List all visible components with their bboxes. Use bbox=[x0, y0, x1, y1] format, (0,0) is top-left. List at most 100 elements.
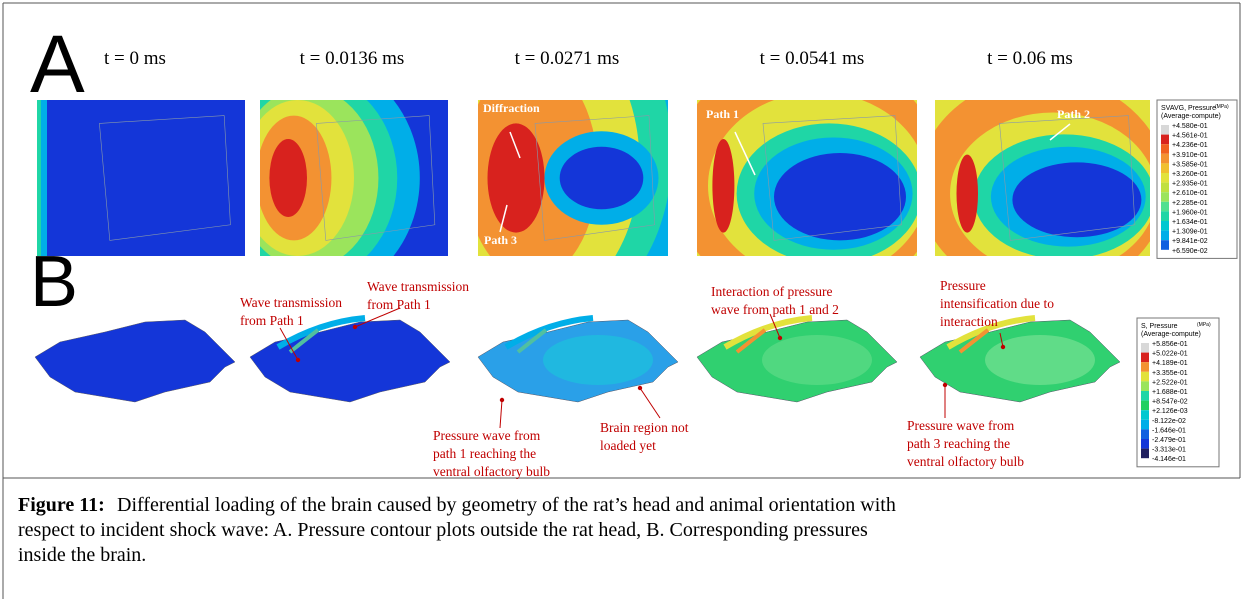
annotation: from Path 1 bbox=[367, 297, 431, 312]
annotation: path 1 reaching the bbox=[433, 446, 536, 461]
contour-band bbox=[774, 153, 906, 241]
legend-swatch bbox=[1141, 410, 1149, 420]
legend-swatch bbox=[1141, 400, 1149, 411]
annotation: interaction bbox=[940, 314, 998, 329]
time-label: t = 0 ms bbox=[104, 48, 166, 69]
brain-band bbox=[516, 328, 548, 354]
time-label: t = 0.0271 ms bbox=[515, 48, 620, 69]
contour-band bbox=[37, 100, 41, 256]
brain-band bbox=[762, 335, 872, 385]
legend-swatch bbox=[1161, 230, 1169, 241]
legend-swatch bbox=[1161, 182, 1169, 193]
contour-band bbox=[487, 123, 545, 233]
legend-swatch bbox=[1161, 163, 1169, 173]
annotation-arrow bbox=[769, 313, 781, 339]
legend-subtitle: (Average-compute) bbox=[1141, 331, 1201, 338]
legend-swatch bbox=[1161, 153, 1169, 164]
arrow-head bbox=[499, 397, 505, 403]
legend-swatch bbox=[1141, 362, 1149, 372]
legend-value: +2.610e-01 bbox=[1172, 190, 1208, 197]
annotation: from Path 1 bbox=[240, 313, 304, 328]
annotation: intensification due to bbox=[940, 296, 1054, 311]
legend-value: +6.590e-02 bbox=[1172, 248, 1208, 255]
legend-value: +5.856e-01 bbox=[1152, 341, 1188, 348]
time-label: t = 0.0541 ms bbox=[760, 48, 865, 69]
legend-title: S, Pressure bbox=[1141, 323, 1178, 330]
annotation: wave from path 1 and 2 bbox=[711, 302, 839, 317]
legend-value: +4.580e-01 bbox=[1172, 123, 1208, 130]
head-outline bbox=[762, 115, 902, 241]
annotation-arrow bbox=[499, 399, 503, 429]
legend-value: +3.910e-01 bbox=[1172, 152, 1208, 159]
brain-band bbox=[543, 335, 653, 385]
contour-plot bbox=[37, 100, 245, 256]
caption-line: inside the brain. bbox=[18, 544, 146, 566]
legend-swatch bbox=[1141, 448, 1149, 459]
time-label: t = 0.06 ms bbox=[987, 48, 1073, 69]
arrow-head bbox=[942, 382, 948, 388]
arrow-head bbox=[1000, 344, 1006, 350]
annotation: path 3 reaching the bbox=[907, 436, 1010, 451]
caption-line: respect to incident shock wave: A. Press… bbox=[18, 519, 868, 541]
legend-value: +1.960e-01 bbox=[1172, 209, 1208, 216]
legend-swatch bbox=[1141, 439, 1149, 449]
legend-swatch bbox=[1141, 429, 1149, 439]
legend-value: -8.122e-02 bbox=[1152, 418, 1186, 425]
head-outline bbox=[99, 115, 231, 241]
annotation: Interaction of pressure bbox=[711, 284, 832, 299]
head-outline bbox=[999, 115, 1136, 241]
brain-band bbox=[504, 315, 594, 350]
legend-box bbox=[1136, 317, 1220, 468]
arrow-head bbox=[352, 324, 358, 330]
legend-value: +1.634e-01 bbox=[1172, 219, 1208, 226]
brain-band bbox=[958, 328, 990, 354]
legend-swatch bbox=[1161, 240, 1169, 250]
annotation-arrow bbox=[499, 204, 508, 233]
plot-annotation: Path 1 bbox=[706, 107, 739, 121]
contour-plot bbox=[478, 100, 668, 256]
annotation-arrow bbox=[734, 131, 756, 176]
legend-swatch bbox=[1141, 381, 1149, 391]
brain-band bbox=[276, 315, 366, 350]
plot-annotation: Diffraction bbox=[483, 101, 540, 115]
contour-band bbox=[1012, 162, 1142, 238]
brain-plot bbox=[249, 319, 451, 403]
head-outline bbox=[534, 115, 656, 241]
legend-subtitle: (Average-compute) bbox=[1161, 113, 1221, 120]
legend-value: +2.126e-03 bbox=[1152, 408, 1188, 415]
arrow-head bbox=[295, 357, 301, 363]
legend-value: +3.260e-01 bbox=[1172, 171, 1208, 178]
annotation-arrow bbox=[1049, 123, 1071, 141]
annotation: ventral olfactory bulb bbox=[907, 454, 1024, 469]
annotation: ventral olfactory bulb bbox=[433, 464, 550, 479]
legend-swatch bbox=[1141, 352, 1149, 363]
legend-value: +5.022e-01 bbox=[1152, 351, 1188, 358]
caption-line: Differential loading of the brain caused… bbox=[117, 494, 896, 516]
brain-band bbox=[946, 315, 1036, 350]
contour-band bbox=[712, 139, 735, 233]
brain-band bbox=[735, 328, 767, 354]
legend-swatch bbox=[1141, 419, 1149, 430]
legend-swatch bbox=[1141, 371, 1149, 382]
legend-value: +4.189e-01 bbox=[1152, 360, 1188, 367]
annotation-arrow bbox=[279, 327, 299, 361]
contour-plot bbox=[935, 100, 1150, 256]
legend-swatch bbox=[1161, 201, 1169, 212]
contour-plot bbox=[260, 100, 448, 256]
contour-band bbox=[269, 139, 308, 217]
legend-value: +3.585e-01 bbox=[1172, 161, 1208, 168]
brain-band bbox=[985, 335, 1095, 385]
panel-label: A bbox=[30, 19, 85, 110]
legend-value: +4.236e-01 bbox=[1172, 142, 1208, 149]
legend-value: +2.285e-01 bbox=[1172, 200, 1208, 207]
head-outline bbox=[316, 115, 436, 241]
legend-value: +3.355e-01 bbox=[1152, 370, 1188, 377]
caption-label: Figure 11: bbox=[18, 494, 105, 516]
plot-annotation: Path 3 bbox=[484, 233, 517, 247]
contour-band bbox=[559, 146, 644, 210]
legend-swatch bbox=[1141, 391, 1149, 401]
legend-swatch bbox=[1161, 173, 1169, 183]
legend-value: +2.935e-01 bbox=[1172, 181, 1208, 188]
annotation: Pressure bbox=[940, 278, 986, 293]
